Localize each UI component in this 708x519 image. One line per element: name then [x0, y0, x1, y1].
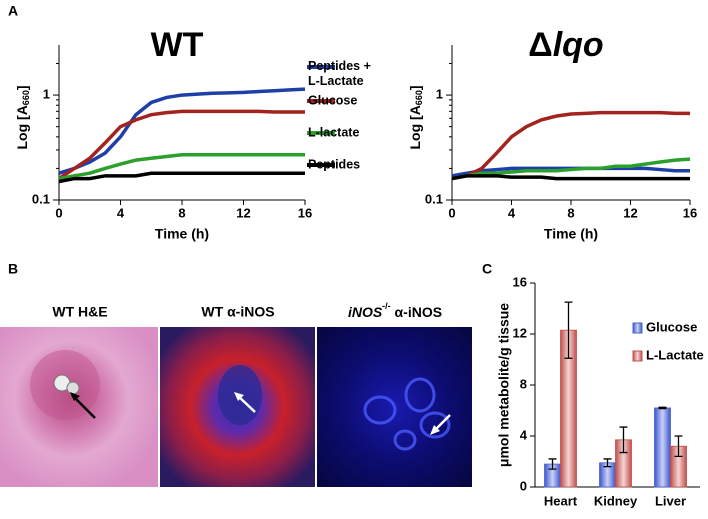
legend-swatch	[632, 350, 643, 362]
series-line	[58, 171, 305, 184]
x-tick-label: 8	[567, 205, 574, 220]
panel-label: A	[8, 3, 18, 19]
legend-label: Glucose	[308, 93, 357, 107]
y-tick-label: 12	[513, 325, 527, 340]
y-tick-label: 8	[520, 376, 527, 391]
micrograph-he	[0, 327, 158, 487]
y-tick-label: 1	[436, 87, 443, 102]
bar	[654, 407, 671, 488]
legend-swatch	[632, 322, 643, 334]
x-tick-label: 12	[623, 205, 637, 220]
series-line	[451, 174, 690, 181]
x-tick-label: Liver	[655, 493, 686, 508]
x-tick-label: 16	[298, 205, 312, 220]
x-axis-label: Time (h)	[544, 226, 598, 242]
image-title: WT H&E	[52, 304, 107, 320]
panel-label: C	[482, 261, 492, 277]
series-line	[451, 110, 690, 181]
series-line	[58, 152, 305, 181]
x-axis-label: Time (h)	[155, 226, 209, 242]
x-tick-label: Heart	[544, 493, 578, 508]
x-tick-label: 12	[236, 205, 250, 220]
y-axis-label: Log [A660]	[14, 85, 32, 149]
micrograph-wt-inos	[160, 327, 315, 487]
y-tick-label: 4	[520, 427, 528, 442]
y-tick-label: 0	[520, 478, 527, 493]
error-bar	[674, 435, 683, 458]
x-tick-label: 0	[448, 205, 455, 220]
series-line	[58, 87, 306, 175]
x-tick-label: 16	[683, 205, 697, 220]
panel-label: B	[8, 261, 18, 277]
legend-label: Peptides + L-Lactate	[308, 59, 371, 88]
error-bar	[658, 406, 667, 410]
series-line	[451, 157, 691, 181]
legend-label: Peptides	[308, 157, 360, 171]
y-tick-label: 16	[513, 274, 527, 289]
legend-label: Glucose	[646, 319, 697, 334]
x-tick-label: Kidney	[594, 493, 638, 508]
error-bar	[548, 458, 557, 470]
y-axis-label: μmol metabolite/g tissue	[496, 303, 512, 467]
image-title: iNOS-/- α-iNOS	[348, 301, 442, 319]
chart-title: WT	[151, 26, 204, 64]
legend-label: L-Lactate	[646, 347, 704, 362]
series-line	[58, 109, 305, 181]
x-tick-label: 0	[55, 205, 62, 220]
image-title: WT α-iNOS	[201, 304, 274, 320]
legend-label: L-lactate	[308, 125, 359, 139]
error-bar	[564, 301, 573, 359]
x-tick-label: 8	[178, 205, 185, 220]
error-bar	[619, 426, 628, 454]
y-tick-label: 0.1	[32, 191, 50, 206]
x-tick-label: 4	[117, 205, 125, 220]
error-bar	[603, 458, 612, 468]
micrograph-knockout-inos	[317, 327, 472, 487]
y-axis-label: Log [A660]	[407, 85, 425, 149]
y-tick-label: 1	[43, 87, 50, 102]
y-tick-label: 0.1	[425, 191, 443, 206]
chart-title: Δlqo	[528, 26, 603, 64]
x-tick-label: 4	[508, 205, 516, 220]
